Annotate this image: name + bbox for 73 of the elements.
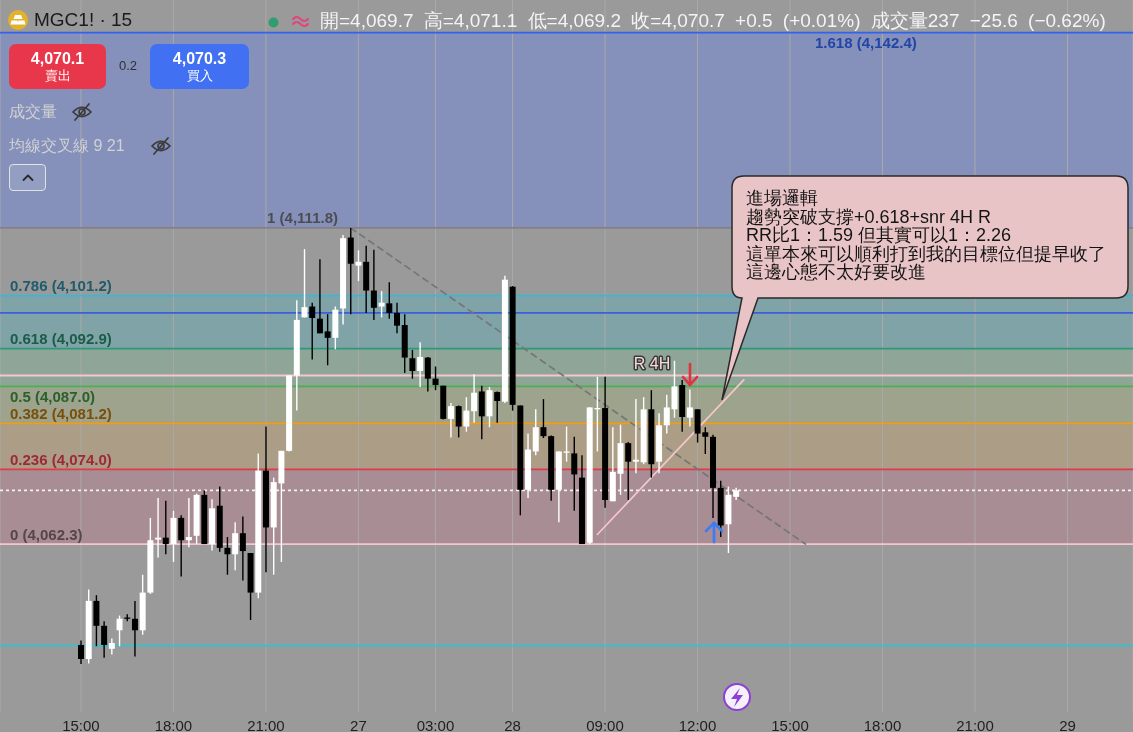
candlestick: [131, 600, 138, 658]
candlestick: [155, 497, 162, 559]
annotation: R 4H: [633, 354, 671, 372]
candlestick: [108, 637, 115, 656]
x-tick-label: 21:00: [247, 716, 285, 732]
annotation: 4,070.1: [29, 49, 86, 68]
candlestick: [394, 301, 401, 335]
candlestick: [540, 398, 547, 439]
candlestick: [162, 499, 169, 555]
candlestick: [563, 425, 570, 463]
x-tick-label: 15:00: [62, 716, 100, 732]
candlestick: [463, 396, 470, 433]
x-tick-label: 18:00: [154, 716, 193, 732]
candlestick: [370, 248, 377, 321]
candlestick: [185, 497, 192, 548]
ref-line-label: 0 (4,062.3): [10, 525, 83, 543]
candlestick: [355, 249, 362, 282]
candlestick: [101, 620, 108, 659]
candlestick: [324, 313, 331, 366]
annotation: 0.2: [117, 58, 139, 73]
buy-button: 4,070.3 買入: [150, 44, 249, 89]
x-tick-label: 27: [350, 716, 367, 732]
annotation: 均線交叉線 9 21: [9, 136, 125, 156]
candlestick: [686, 388, 693, 428]
annotation: 這單本來可以順利打到我的目標位但提早收了: [746, 243, 1107, 264]
candlestick: [239, 515, 246, 582]
candlestick: [316, 258, 323, 335]
ref-line-label: 0.618 (4,092.9): [10, 330, 112, 348]
annotation: 進場邏輯: [746, 188, 818, 208]
candlestick: [378, 290, 385, 319]
annotation: 這邊心態不太好要改進: [746, 262, 926, 282]
candlestick: [409, 349, 416, 380]
ref-line-label: 0.382 (4,081.2): [10, 404, 112, 422]
x-tick-label: 03:00: [416, 716, 455, 732]
x-tick-label: 28: [504, 716, 521, 732]
x-tick-label: 29: [1059, 716, 1076, 732]
ref-line-label: 0.5 (4,087.0): [10, 387, 96, 405]
candlestick: [386, 281, 393, 320]
candlestick: [494, 390, 501, 424]
sell-button: 4,070.1 賣出: [9, 44, 106, 89]
candlestick: [232, 521, 239, 571]
text: 開=4,069.7 高=4,071.1 低=4,069.2 收=4,070.7 +0.5 (+0.01%) 成交量237 −25.6 (−0.62%): [320, 9, 1106, 33]
candlestick: [625, 441, 632, 501]
x-tick-label: 18:00: [863, 716, 902, 732]
candlestick: [447, 402, 454, 439]
candlestick: [301, 248, 308, 319]
ref-line-label: 0.786 (4,101.2): [10, 277, 112, 295]
text: MGC1! · 15: [34, 8, 133, 32]
candlestick: [471, 373, 478, 424]
annotation: 4,070.3: [171, 49, 228, 68]
candlestick: [424, 356, 431, 393]
annotation: RR比1：1.59 但其實可以1：2.26: [746, 225, 1013, 245]
candlestick: [224, 536, 231, 576]
x-tick-label: 15:00: [771, 716, 809, 732]
ref-line-label: 1.618 (4,142.4): [815, 34, 917, 52]
candlestick: [417, 341, 424, 388]
candlestick: [632, 398, 639, 474]
annotation: 成交量: [9, 102, 57, 122]
x-tick-label: 09:00: [586, 716, 624, 732]
ref-line-label: 1 (4,111.8): [267, 209, 338, 227]
annotation: 買入: [185, 68, 214, 84]
x-tick-label: 21:00: [956, 716, 994, 732]
candlestick: [309, 301, 316, 361]
candlestick: [455, 404, 462, 439]
annotation: 賣出: [43, 68, 72, 84]
annotation: 趨勢突破支撐+0.618+snr 4H R: [746, 206, 993, 227]
candlestick: [178, 514, 185, 578]
candlestick: [432, 365, 439, 391]
candlestick: [78, 639, 84, 665]
x-tick-label: 12:00: [678, 716, 717, 732]
candlestick: [571, 436, 578, 512]
ref-line-label: 0.236 (4,074.0): [10, 450, 112, 468]
candlestick: [116, 614, 123, 647]
